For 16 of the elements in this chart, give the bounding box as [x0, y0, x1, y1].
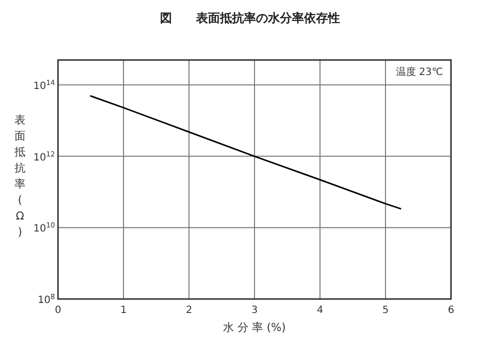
x-tick-label: 2 — [186, 305, 192, 316]
y-tick-label: 10$^{14}$ — [33, 78, 56, 92]
x-tick-label: 0 — [54, 305, 62, 316]
line-series — [90, 95, 402, 210]
y-tick-label: 10$^{10}$ — [33, 222, 55, 235]
x-tick-label: 1 — [120, 305, 127, 316]
y-tick-label: 10$^{12}$ — [33, 150, 55, 164]
y-axis-title: 表面抵抗率(Ω) — [14, 114, 26, 238]
x-tick-label: 3 — [251, 305, 258, 316]
x-tick-label: 6 — [448, 305, 454, 316]
x-tick-label: 4 — [316, 305, 324, 316]
x-axis-title: 水 分 率 (%) — [223, 321, 286, 334]
x-tick-label: 5 — [382, 305, 389, 316]
chart-title: 図 表面抵抗率の水分率依存性 — [160, 11, 340, 25]
y-tick-label: 10$^{8}$ — [38, 293, 55, 306]
annotation: 温度 23℃ — [396, 66, 443, 78]
